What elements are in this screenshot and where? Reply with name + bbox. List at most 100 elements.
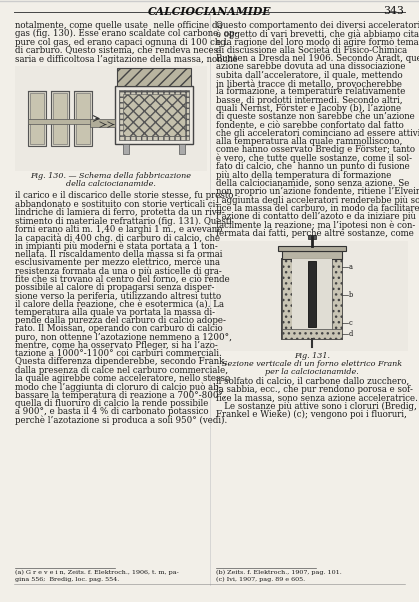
Text: il calore della reazione, che è esotermica (a). La: il calore della reazione, che è esotermi… bbox=[15, 299, 224, 308]
Text: subita dall’acceleratore, il quale, mettendo: subita dall’acceleratore, il quale, mett… bbox=[216, 71, 403, 80]
Text: 343: 343 bbox=[383, 6, 404, 16]
Text: fice la massa del carburo, in modo da facilitare: fice la massa del carburo, in modo da fa… bbox=[216, 203, 419, 213]
Text: di carburo. Questo sistema, che rendeva neces-: di carburo. Questo sistema, che rendeva … bbox=[15, 46, 221, 55]
Text: a 900°, e basta il 4 % di carbonato potassico: a 900°, e basta il 4 % di carbonato pota… bbox=[15, 408, 209, 417]
Bar bbox=[28, 91, 46, 146]
Text: notalmente, come quelle usate  nelle officine da: notalmente, come quelle usate nelle offi… bbox=[15, 21, 222, 30]
Text: in impianti più moderni è stata portata a 1 ton-: in impianti più moderni è stata portata … bbox=[15, 241, 218, 251]
Bar bbox=[28, 119, 92, 124]
Bar bbox=[123, 144, 129, 154]
Text: abbandonato e sostituito con storie verticali ci-: abbandonato e sostituito con storie vert… bbox=[15, 200, 218, 209]
Bar bbox=[90, 119, 115, 127]
Text: esclusivamente per mezzo elettrico, mercè una: esclusivamente per mezzo elettrico, merc… bbox=[15, 258, 220, 267]
Text: basse, di prodotti intermedi. Secondo altri,: basse, di prodotti intermedi. Secondo al… bbox=[216, 96, 403, 105]
Text: che gli acceleratori cominciano ad essere attivi: che gli acceleratori cominciano ad esser… bbox=[216, 129, 419, 138]
Text: non proprio un’azione fondente, ritiene l’Elvein,: non proprio un’azione fondente, ritiene … bbox=[216, 187, 419, 196]
Text: il carico e il discarico delle storie stesse, fu presto: il carico e il discarico delle storie st… bbox=[15, 191, 233, 200]
Text: CALCIOCIANAMIDE: CALCIOCIANAMIDE bbox=[148, 6, 271, 17]
Text: e la ragione del loro modo di agire formò tema: e la ragione del loro modo di agire form… bbox=[216, 37, 419, 47]
Text: facilmente la reazione; ma l’ipotesi non è con-: facilmente la reazione; ma l’ipotesi non… bbox=[216, 220, 415, 230]
Text: pende dalla purezza del carburo di calcio adope-: pende dalla purezza del carburo di calci… bbox=[15, 316, 226, 325]
Text: d: d bbox=[349, 330, 353, 338]
Bar bbox=[308, 261, 316, 327]
Text: Frankel e Wieke) (c); vengono poi i fluoruri,: Frankel e Wieke) (c); vengono poi i fluo… bbox=[216, 410, 407, 419]
Bar bbox=[278, 246, 346, 251]
Text: Bunsen a Dresda nel 1906. Secondo Aradt, questa: Bunsen a Dresda nel 1906. Secondo Aradt,… bbox=[216, 54, 419, 63]
Bar bbox=[53, 93, 67, 144]
Bar bbox=[332, 259, 342, 339]
Text: quali Nernst, Förster e Jacoby (b), l’azione: quali Nernst, Förster e Jacoby (b), l’az… bbox=[216, 104, 401, 113]
Text: di discussione alla Società di Fisico-Chimica: di discussione alla Società di Fisico-Ch… bbox=[216, 46, 407, 55]
Text: è vero, che tutte quelle sostanze, come il sol-: è vero, che tutte quelle sostanze, come … bbox=[216, 154, 412, 163]
Bar bbox=[179, 144, 185, 154]
Bar bbox=[51, 91, 69, 146]
Bar bbox=[119, 90, 189, 140]
Text: azione sarebbe dovuta ad una dissociazione: azione sarebbe dovuta ad una dissociazio… bbox=[216, 63, 406, 72]
Text: il solfato di calcio, il carbone dallo zucchero,: il solfato di calcio, il carbone dallo z… bbox=[216, 377, 409, 386]
Text: lindriche di lamiera di ferro, protetta da un rive-: lindriche di lamiera di ferro, protetta … bbox=[15, 208, 225, 217]
Text: (b) Zeits. f. Elektroch., 1907, pag. 101.: (b) Zeits. f. Elektroch., 1907, pag. 101… bbox=[216, 570, 342, 576]
Text: bassare la temperatura di reazione a 700°-800°,: bassare la temperatura di reazione a 700… bbox=[15, 391, 226, 400]
Text: puro, non ottenne l’azotazione nemmeno a 1200°,: puro, non ottenne l’azotazione nemmeno a… bbox=[15, 332, 232, 341]
Text: Sezione verticale di un forno elettrico Frank: Sezione verticale di un forno elettrico … bbox=[222, 360, 402, 368]
Text: in libertà tracce di metallo, provocherebbe: in libertà tracce di metallo, provochere… bbox=[216, 79, 402, 89]
Bar bbox=[282, 251, 342, 259]
Text: l’azione di contatto dell’azoto e da iniziare più: l’azione di contatto dell’azoto e da ini… bbox=[216, 212, 416, 222]
Text: pure col gas, ed erano capaci ognuna di 100 chg.: pure col gas, ed erano capaci ognuna di … bbox=[15, 37, 228, 46]
Text: stimento di materiale refrattario (fig. 131). Questi: stimento di materiale refrattario (fig. … bbox=[15, 216, 232, 226]
Text: la quale agirebbe come acceleratore, nello stesso: la quale agirebbe come acceleratore, nel… bbox=[15, 374, 230, 383]
Bar bbox=[117, 68, 191, 86]
Bar bbox=[216, 241, 408, 351]
Text: modo che l’aggiunta di cloruro di calcio può ab-: modo che l’aggiunta di cloruro di calcio… bbox=[15, 382, 222, 392]
Text: la capacità di 400 chg. di carburo di calcio, che: la capacità di 400 chg. di carburo di ca… bbox=[15, 233, 220, 243]
Bar bbox=[308, 235, 316, 239]
Text: mentre, come ha osservato Pfleger, si ha l’azo-: mentre, come ha osservato Pfleger, si ha… bbox=[15, 341, 218, 350]
Text: fermata dai fatti, perchè altre sostanze, come: fermata dai fatti, perchè altre sostanze… bbox=[216, 229, 414, 238]
Text: dalla presenza di calce nel carburo commerciale,: dalla presenza di calce nel carburo comm… bbox=[15, 366, 228, 375]
Text: la sabbia, ecc., che pur rendono porosa e sof-: la sabbia, ecc., che pur rendono porosa … bbox=[216, 385, 413, 394]
Text: più alto della temperatura di formazione: più alto della temperatura di formazione bbox=[216, 170, 391, 180]
Text: Le sostanze più attive sono i cloruri (Bredig,: Le sostanze più attive sono i cloruri (B… bbox=[216, 402, 417, 411]
Bar bbox=[282, 259, 342, 339]
Text: gas (fig. 130). Esse erano scaldate col carbone, op-: gas (fig. 130). Esse erano scaldate col … bbox=[15, 29, 238, 39]
Text: fice la massa, sono senza azione acceleratrice.: fice la massa, sono senza azione acceler… bbox=[216, 393, 418, 402]
Text: la formazione, a temperature relativamente: la formazione, a temperature relativamen… bbox=[216, 87, 405, 96]
Text: l’aggiunta degli acceleratori renderebbe più sof-: l’aggiunta degli acceleratori renderebbe… bbox=[216, 195, 419, 205]
Bar bbox=[76, 93, 90, 144]
Text: Questo comportamento dei diversi acceleratori: Questo comportamento dei diversi acceler… bbox=[216, 21, 419, 30]
Text: Fig. 130. — Schema della fabbricazione: Fig. 130. — Schema della fabbricazione bbox=[31, 173, 191, 181]
Text: alla temperatura alla quale rammolliscono,: alla temperatura alla quale rammolliscon… bbox=[216, 137, 402, 146]
Text: per la calciocianamide.: per la calciocianamide. bbox=[265, 368, 359, 376]
Text: nellata. Il riscaldamento della massa si fa ormai: nellata. Il riscaldamento della massa si… bbox=[15, 250, 222, 259]
Text: fato di calcio, che  hanno un punto di fusione: fato di calcio, che hanno un punto di fu… bbox=[216, 162, 410, 171]
Bar bbox=[15, 66, 207, 172]
Text: Fig. 131.: Fig. 131. bbox=[294, 352, 330, 360]
Bar bbox=[282, 259, 292, 339]
Text: è oggetto di vari brevetti, che già abbiamo citati,: è oggetto di vari brevetti, che già abbi… bbox=[216, 29, 419, 39]
Text: di queste sostanze non sarebbe che un’azione: di queste sostanze non sarebbe che un’az… bbox=[216, 113, 415, 121]
Bar bbox=[74, 91, 92, 146]
Text: c: c bbox=[349, 319, 353, 327]
Text: saria e difficoltosa l’agitazione della massa, nonchè: saria e difficoltosa l’agitazione della … bbox=[15, 54, 238, 64]
Text: perchè l’azotazione si produca a soli 950° (vedi).: perchè l’azotazione si produca a soli 95… bbox=[15, 415, 227, 425]
Bar bbox=[282, 329, 342, 339]
Text: Questa differenza dipenderebbe, secondo Frank,: Questa differenza dipenderebbe, secondo … bbox=[15, 358, 227, 367]
Text: forni erano alti m. 1,40 e larghi 1 m., e avevano: forni erano alti m. 1,40 e larghi 1 m., … bbox=[15, 225, 222, 234]
Bar bbox=[123, 94, 185, 136]
Text: temperatura alla quale va portata la massa di-: temperatura alla quale va portata la mas… bbox=[15, 308, 215, 317]
Text: sione verso la periferia, utilizzando altresì tutto: sione verso la periferia, utilizzando al… bbox=[15, 291, 221, 300]
Text: della calciocianamide.: della calciocianamide. bbox=[66, 181, 156, 188]
Bar bbox=[292, 259, 332, 329]
Text: gina 556;  Bredig, loc. pag. 554.: gina 556; Bredig, loc. pag. 554. bbox=[15, 577, 119, 582]
Text: fite che si trovano al centro del forno, e ciò rende: fite che si trovano al centro del forno,… bbox=[15, 275, 230, 284]
Text: della calciocianamide, sono senza azione. Se: della calciocianamide, sono senza azione… bbox=[216, 179, 409, 188]
Text: rato. Il Moissan, operando con carburo di calcio: rato. Il Moissan, operando con carburo d… bbox=[15, 324, 222, 334]
Text: (a) G r e v e i n, Zeits. f. Elektroch., 1906, t. m, pa-: (a) G r e v e i n, Zeits. f. Elektroch.,… bbox=[15, 570, 179, 576]
Text: come hanno osservato Bredig e Förster; tanto: come hanno osservato Bredig e Förster; t… bbox=[216, 146, 415, 155]
Text: quella di fluoruro di calcio la rende possibile: quella di fluoruro di calcio la rende po… bbox=[15, 399, 208, 408]
Text: a: a bbox=[349, 263, 353, 271]
Text: tazione a 1000°-1100° coi carburi commerciali.: tazione a 1000°-1100° coi carburi commer… bbox=[15, 349, 222, 358]
Text: possibile al calore di propagarsi senza disper-: possibile al calore di propagarsi senza … bbox=[15, 283, 215, 292]
Text: (c) Ivi, 1907, pag. 89 e 605.: (c) Ivi, 1907, pag. 89 e 605. bbox=[216, 577, 305, 582]
Text: resistenza formata da una o più asticelle di gra-: resistenza formata da una o più asticell… bbox=[15, 266, 222, 276]
